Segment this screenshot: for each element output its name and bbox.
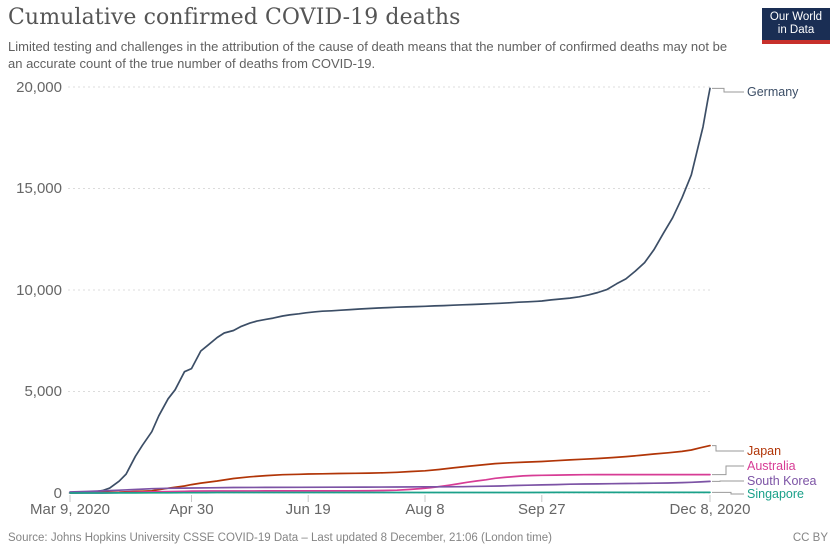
- x-tick-label: Jun 19: [285, 501, 331, 518]
- chart-subtitle: Limited testing and challenges in the at…: [8, 39, 728, 71]
- label-connector-australia: [712, 465, 744, 476]
- page-title: Cumulative confirmed COVID-19 deaths: [8, 5, 461, 30]
- x-tick-label: Aug 8: [405, 501, 445, 518]
- series-label-singapore[interactable]: Singapore: [747, 486, 804, 501]
- x-tick-label: Mar 9, 2020: [29, 501, 111, 518]
- y-tick-label-0: 0: [53, 484, 62, 502]
- x-tick-label: Sep 27: [518, 501, 566, 518]
- y-tick-label-10000: 10,000: [16, 281, 62, 299]
- series-label-australia[interactable]: Australia: [747, 458, 796, 473]
- label-connector-germany: [712, 87, 744, 93]
- label-connector-japan: [712, 445, 744, 452]
- label-connector-singapore: [712, 491, 744, 495]
- y-tick-label-5000: 5,000: [24, 383, 62, 400]
- series-line-australia: [69, 473, 711, 494]
- series-line-japan: [69, 444, 711, 494]
- series-line-south-korea: [69, 480, 711, 493]
- y-tick-label-20000: 20,000: [16, 78, 62, 96]
- owid-logo-line2: in Data: [777, 24, 815, 36]
- x-tick-label: Dec 8, 2020: [669, 501, 751, 518]
- owid-logo-line1: Our World: [769, 11, 823, 23]
- series-label-japan[interactable]: Japan: [747, 443, 782, 458]
- series-line-singapore: [69, 491, 711, 494]
- series-label-south-korea[interactable]: South Korea: [747, 473, 817, 488]
- x-tick-label: Apr 30: [169, 501, 214, 518]
- source-attribution: Source: Johns Hopkins University CSSE CO…: [8, 532, 552, 544]
- license-link[interactable]: CC BY: [792, 532, 828, 544]
- y-tick-label-15000: 15,000: [16, 180, 62, 197]
- series-label-germany[interactable]: Germany: [747, 84, 799, 99]
- owid-logo[interactable]: Our World in Data: [762, 8, 830, 44]
- series-line-germany: [69, 87, 711, 494]
